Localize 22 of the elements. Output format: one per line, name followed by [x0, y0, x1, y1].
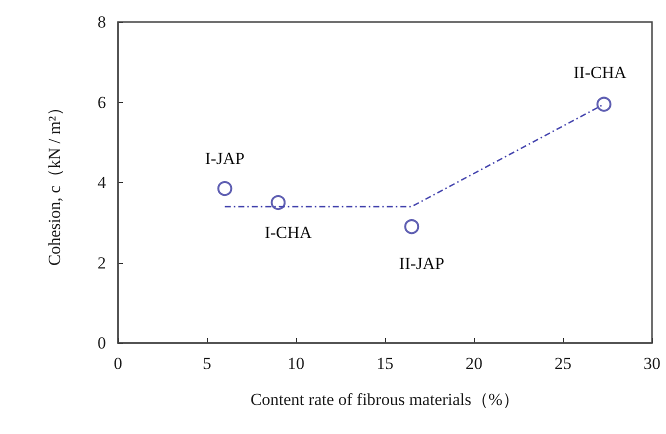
x-tick-label: 0: [114, 354, 122, 373]
x-tick-label: 30: [644, 354, 660, 373]
annotation: II-JAP: [399, 254, 444, 274]
x-tick-label: 10: [288, 354, 304, 373]
point: [270, 195, 286, 210]
x-tick-label: 20: [466, 354, 482, 373]
point: [404, 219, 420, 234]
point: [596, 96, 612, 112]
y-tick-label: 6: [98, 92, 106, 112]
annotation: I-JAP: [204, 149, 245, 168]
y-tick-label: 2: [98, 253, 106, 272]
x-axis-title: Content rate of fibrous materials（%）: [250, 390, 520, 409]
y-tick-label: 4: [98, 173, 106, 192]
y-tick-label: 0: [98, 334, 106, 352]
y-axis-title: Cohesion, c（kN / m²）: [45, 99, 64, 266]
x-tick-label: 15: [376, 354, 394, 373]
point: [217, 181, 232, 196]
y-tick-label: 8: [98, 12, 106, 32]
annotation: I-CHA: [264, 223, 313, 242]
annotation: II-CHA: [573, 62, 628, 82]
x-tick-label: 5: [202, 354, 212, 373]
x-tick-label: 25: [554, 354, 572, 373]
